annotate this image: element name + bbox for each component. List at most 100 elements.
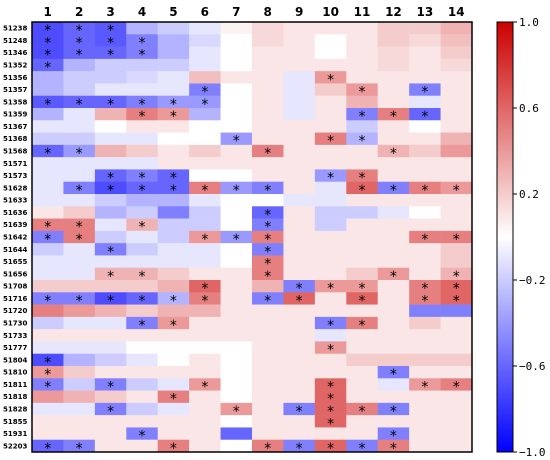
row-label: 51655 [3,258,27,266]
heatmap-cell [126,194,159,207]
heatmap-cell [252,415,284,428]
heatmap-cell [252,144,284,158]
heatmap-cell [63,415,96,428]
heatmap-cell [314,95,347,109]
heatmap-cell [283,58,316,72]
row-label: 51733 [3,332,27,340]
heatmap-cell [252,95,284,109]
significance-star: * [139,183,146,199]
significance-star: * [296,441,303,457]
heatmap-cell [126,353,159,367]
heatmap-cell [283,243,316,256]
heatmap-cell [314,181,347,195]
heatmap-cell [409,120,441,133]
significance-star: * [453,379,460,395]
heatmap-cell [440,243,473,256]
significance-star: * [139,97,146,113]
heatmap-cell [94,194,127,207]
heatmap-cell [377,71,410,84]
heatmap-cell [94,83,127,97]
significance-star: * [327,343,334,359]
heatmap-cell [377,243,410,256]
significance-star: * [359,109,366,125]
heatmap-cell [283,22,316,35]
heatmap-cell [94,206,127,219]
heatmap-cell [32,181,64,195]
heatmap-cell [32,46,64,60]
significance-star: * [327,134,334,150]
heatmap-cell [63,169,96,183]
heatmap-cell [440,34,473,47]
heatmap-cell [409,58,441,72]
heatmap-cell [283,402,316,416]
heatmap-cell [283,415,316,428]
heatmap-cell [157,439,190,453]
heatmap-cell [94,255,127,269]
heatmap-cell [32,71,64,84]
heatmap-cell [314,378,347,391]
heatmap-cell [283,181,316,195]
heatmap-cell [157,292,190,305]
significance-star: * [139,35,146,51]
heatmap-cell [409,132,441,146]
column-label: 13 [417,5,434,19]
heatmap-cell [220,71,253,84]
heatmap-cell [32,316,64,330]
significance-star: * [421,281,428,297]
heatmap-cell [157,329,190,342]
heatmap-cell [346,95,379,109]
heatmap-cell [346,280,379,293]
significance-star: * [107,244,114,260]
significance-star: * [44,146,51,162]
column-label: 9 [295,5,303,19]
heatmap-cell [157,390,190,404]
heatmap-cell [440,415,473,428]
heatmap-cell [440,206,473,219]
heatmap-cell [283,206,316,219]
heatmap-cell [314,157,347,170]
heatmap-cell [409,390,441,404]
heatmap-cell [377,230,410,244]
significance-star: * [421,109,428,125]
significance-star: * [296,404,303,420]
heatmap-cell [409,402,441,416]
heatmap-cell [126,169,159,183]
heatmap-cell [409,427,441,441]
heatmap-cell [440,22,473,35]
heatmap-cell [157,280,190,293]
significance-star: * [139,293,146,309]
heatmap-cell [440,144,473,158]
heatmap-cell [220,280,253,293]
row-label: 51359 [3,111,27,119]
heatmap-cell [377,34,410,47]
heatmap-cell [283,157,316,170]
heatmap-cell [94,316,127,330]
heatmap-cell [409,181,441,195]
significance-star: * [44,232,51,248]
heatmap-cell [314,402,347,416]
row-label: 51352 [3,62,27,70]
heatmap-cell [409,329,441,342]
heatmap-cell [220,402,253,416]
heatmap-cell [409,71,441,84]
heatmap-cell [157,341,190,355]
heatmap-cell [63,194,96,207]
heatmap-cell [32,427,64,441]
heatmap-cell [409,34,441,47]
heatmap-cell [63,120,96,133]
significance-star: * [359,293,366,309]
heatmap-cell [346,366,379,379]
significance-star: * [264,441,271,457]
heatmap-cell [157,144,190,158]
heatmap-cell [94,439,127,453]
significance-star: * [107,183,114,199]
heatmap-cell [220,58,253,72]
significance-star: * [139,48,146,64]
heatmap-cell [377,194,410,207]
heatmap-cell [252,402,284,416]
heatmap-cell [189,181,221,195]
heatmap-cell [94,169,127,183]
significance-star: * [170,441,177,457]
heatmap-cell [283,280,316,293]
